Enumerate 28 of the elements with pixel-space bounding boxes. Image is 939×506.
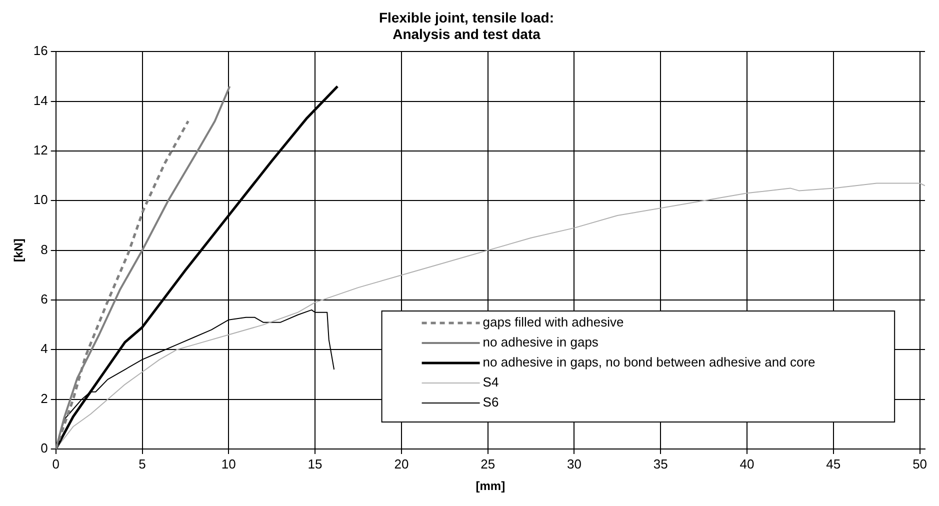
x-tick-label: 35 [653, 456, 668, 472]
x-tick-label: 5 [138, 456, 146, 472]
legend-label: gaps filled with adhesive [482, 314, 624, 330]
y-tick-label: 6 [40, 292, 48, 307]
y-tick-label: 14 [33, 92, 48, 108]
y-tick-label: 8 [40, 242, 48, 257]
x-tick-label: 30 [567, 456, 582, 472]
legend-label: S6 [482, 394, 499, 410]
x-tick-label: 40 [740, 456, 754, 472]
y-tick-label: 12 [33, 142, 48, 158]
y-axis-title: [kN] [12, 238, 26, 262]
x-tick-label: 0 [52, 456, 60, 472]
x-axis-title: [mm] [476, 479, 506, 494]
y-tick-label: 16 [33, 43, 48, 58]
y-tick-label: 2 [40, 390, 48, 406]
legend-label: no adhesive in gaps [482, 334, 599, 350]
x-tick-label: 50 [912, 456, 928, 472]
x-tick-label: 15 [308, 456, 322, 472]
y-tick-label: 4 [40, 341, 48, 356]
y-tick-label: 0 [40, 440, 48, 456]
x-tick-label: 45 [826, 456, 841, 472]
x-tick-label: 25 [480, 456, 496, 472]
x-tick-label: 10 [221, 456, 236, 472]
x-tick-label: 20 [394, 456, 409, 472]
legend-label: no adhesive in gaps, no bond between adhesive and core [482, 354, 816, 370]
legend-label: S4 [482, 374, 499, 390]
chart-title: Flexible joint, tensile load: Analysis and test data [378, 9, 554, 42]
y-tick-label: 10 [33, 192, 48, 208]
